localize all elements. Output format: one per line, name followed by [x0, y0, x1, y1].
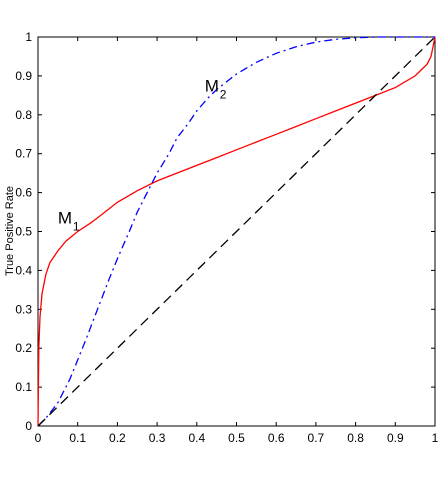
curve-label-subscript: 1: [73, 220, 80, 234]
y-tick-label: 0.4: [15, 263, 32, 277]
x-tick-label: 0.9: [387, 431, 404, 445]
series-line-diagonal: [37, 36, 436, 427]
y-tick-label: 0.6: [15, 186, 32, 200]
y-tick-label: 0.2: [15, 341, 32, 355]
y-tick-label: 0.8: [15, 108, 32, 122]
x-tick-label: 0.8: [347, 431, 364, 445]
y-tick-label: 0.3: [15, 302, 32, 316]
x-tick-label: 0: [35, 431, 42, 445]
y-tick-label: 0.9: [15, 69, 32, 83]
x-tick-label: 0.3: [149, 431, 166, 445]
x-tick-label: 0.4: [188, 431, 205, 445]
x-tick-label: 0.7: [308, 431, 325, 445]
y-tick-label: 1: [25, 30, 32, 44]
y-tick-label: 0.5: [15, 225, 32, 239]
x-tick-label: 0.1: [69, 431, 86, 445]
series-line-m2: [37, 36, 435, 427]
x-axis-ticks: 0 0.1 0.2 0.3 0.4 0.5 0.6 0.7 0.8 0.9 1: [35, 37, 439, 445]
series-line-m1: [37, 36, 436, 427]
curve-label-main: M: [58, 209, 72, 228]
curve-label-subscript: 2: [220, 87, 227, 101]
y-tick-label: 0: [25, 419, 32, 433]
y-tick-label: 0.7: [15, 147, 32, 161]
x-tick-label: 0.5: [228, 431, 245, 445]
y-axis-label: True Positive Rate: [4, 186, 16, 276]
series-layer: [37, 36, 436, 427]
x-tick-label: 0.6: [268, 431, 285, 445]
y-tick-label: 0.1: [15, 380, 32, 394]
curve-label-main: M: [205, 76, 219, 95]
curve-labels: M 1M 2: [58, 76, 227, 233]
x-tick-label: 1: [432, 431, 439, 445]
y-axis-ticks: 0 0.1 0.2 0.3 0.4 0.5 0.6 0.7 0.8 0.9 1: [15, 30, 435, 433]
x-tick-label: 0.2: [109, 431, 126, 445]
